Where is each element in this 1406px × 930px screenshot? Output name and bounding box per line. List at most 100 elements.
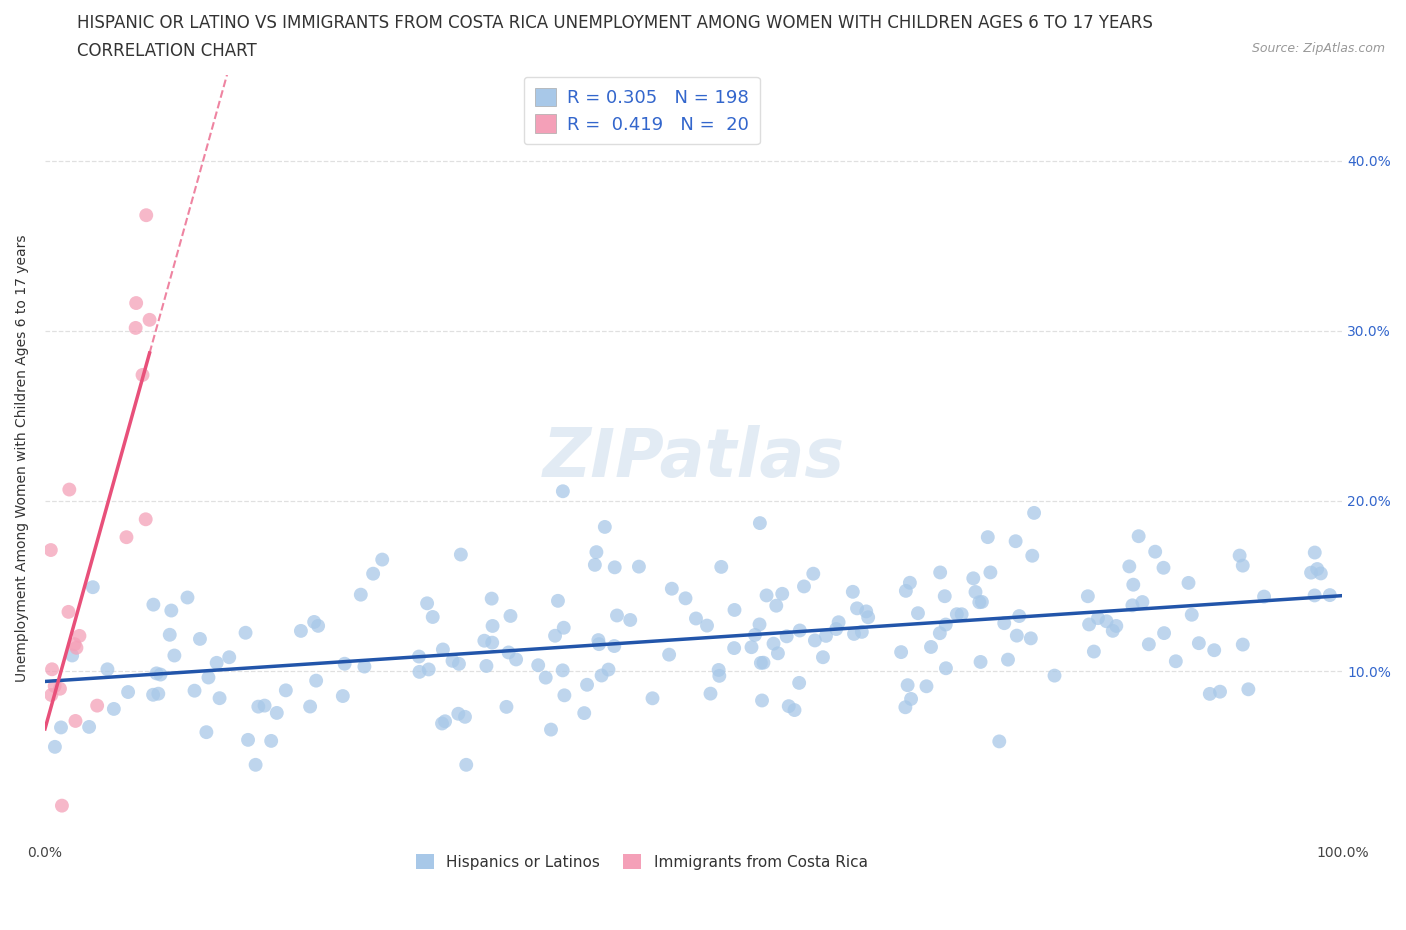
Point bbox=[776, 629, 799, 644]
Point bbox=[432, 642, 454, 657]
Y-axis label: Unemployment Among Women with Children Ages 6 to 17 years: Unemployment Among Women with Children A… bbox=[15, 234, 30, 683]
Point bbox=[115, 530, 138, 545]
Point bbox=[195, 724, 218, 739]
Point bbox=[260, 734, 283, 749]
Point bbox=[1128, 529, 1150, 544]
Point bbox=[898, 576, 921, 591]
Point bbox=[63, 637, 86, 652]
Point bbox=[709, 669, 731, 684]
Point bbox=[576, 677, 599, 692]
Point bbox=[1153, 626, 1175, 641]
Point bbox=[159, 628, 181, 643]
Point bbox=[935, 618, 957, 632]
Point bbox=[60, 648, 83, 663]
Point bbox=[534, 671, 557, 685]
Point bbox=[418, 662, 440, 677]
Point bbox=[472, 633, 495, 648]
Point bbox=[675, 591, 697, 605]
Point bbox=[142, 687, 165, 702]
Point bbox=[142, 597, 165, 612]
Point bbox=[49, 720, 72, 735]
Point bbox=[408, 664, 430, 679]
Point bbox=[1095, 614, 1118, 629]
Point bbox=[1137, 637, 1160, 652]
Point bbox=[752, 656, 775, 671]
Point bbox=[51, 798, 73, 813]
Point bbox=[598, 662, 620, 677]
Point bbox=[894, 583, 917, 598]
Point bbox=[41, 662, 63, 677]
Point bbox=[58, 482, 80, 497]
Point bbox=[135, 207, 157, 222]
Point bbox=[950, 606, 973, 621]
Point bbox=[1303, 588, 1326, 603]
Point bbox=[789, 623, 811, 638]
Point bbox=[96, 662, 118, 677]
Point bbox=[1188, 636, 1211, 651]
Point bbox=[353, 659, 375, 674]
Point bbox=[65, 713, 87, 728]
Point bbox=[117, 684, 139, 699]
Point bbox=[969, 655, 991, 670]
Point bbox=[553, 688, 575, 703]
Point bbox=[544, 629, 567, 644]
Point bbox=[422, 609, 444, 624]
Point bbox=[1204, 643, 1226, 658]
Point bbox=[1309, 566, 1331, 581]
Point bbox=[588, 637, 610, 652]
Point bbox=[235, 625, 257, 640]
Point bbox=[935, 661, 957, 676]
Point bbox=[481, 591, 503, 606]
Point bbox=[553, 620, 575, 635]
Point bbox=[606, 608, 628, 623]
Point bbox=[827, 615, 849, 630]
Point bbox=[696, 618, 718, 633]
Point bbox=[890, 644, 912, 659]
Point bbox=[481, 635, 503, 650]
Point bbox=[183, 684, 205, 698]
Point bbox=[783, 703, 806, 718]
Point bbox=[627, 559, 650, 574]
Point bbox=[505, 652, 527, 667]
Point bbox=[1004, 534, 1026, 549]
Point bbox=[1122, 578, 1144, 592]
Point bbox=[723, 603, 745, 618]
Point bbox=[846, 601, 869, 616]
Point bbox=[39, 687, 62, 702]
Point bbox=[603, 560, 626, 575]
Point bbox=[748, 617, 770, 631]
Point bbox=[962, 571, 984, 586]
Point bbox=[801, 566, 824, 581]
Point bbox=[1083, 644, 1105, 659]
Point bbox=[641, 691, 664, 706]
Text: CORRELATION CHART: CORRELATION CHART bbox=[77, 42, 257, 60]
Point bbox=[148, 686, 170, 701]
Point bbox=[1237, 682, 1260, 697]
Point bbox=[86, 698, 108, 713]
Point bbox=[218, 650, 240, 665]
Point bbox=[58, 604, 80, 619]
Point bbox=[765, 598, 787, 613]
Point bbox=[1144, 544, 1167, 559]
Point bbox=[856, 610, 879, 625]
Point bbox=[44, 739, 66, 754]
Point bbox=[1209, 684, 1232, 699]
Point bbox=[253, 698, 276, 713]
Point bbox=[290, 623, 312, 638]
Point bbox=[302, 615, 325, 630]
Point bbox=[825, 621, 848, 636]
Point bbox=[547, 593, 569, 608]
Point bbox=[103, 701, 125, 716]
Point bbox=[946, 606, 969, 621]
Point bbox=[1019, 631, 1042, 645]
Point bbox=[1005, 628, 1028, 643]
Point bbox=[1232, 558, 1254, 573]
Point bbox=[804, 633, 827, 648]
Point bbox=[135, 512, 157, 526]
Point bbox=[361, 566, 384, 581]
Point bbox=[499, 608, 522, 623]
Point bbox=[770, 587, 793, 602]
Point bbox=[993, 616, 1015, 631]
Point bbox=[124, 321, 146, 336]
Point bbox=[332, 688, 354, 703]
